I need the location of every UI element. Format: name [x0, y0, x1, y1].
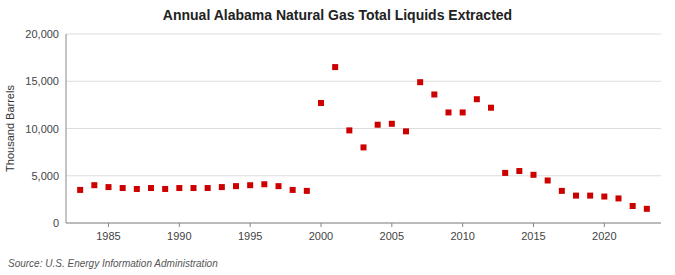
data-point [276, 183, 282, 189]
points [77, 64, 650, 212]
source-note: Source: U.S. Energy Information Administ… [8, 258, 218, 269]
x-tick-label: 1995 [238, 230, 262, 242]
data-point [162, 186, 168, 192]
data-point [474, 96, 480, 102]
x-tick-label: 2020 [592, 230, 616, 242]
data-point [332, 64, 338, 70]
data-point [77, 187, 83, 193]
data-point [134, 186, 140, 192]
x-tick [533, 223, 534, 227]
data-point [587, 193, 593, 199]
data-point [91, 182, 97, 188]
grid-line [66, 81, 661, 82]
data-point [446, 109, 452, 115]
grid-line [66, 175, 661, 176]
data-point [191, 185, 197, 191]
data-point [318, 100, 324, 106]
data-point [488, 105, 494, 111]
y-axis-label: Thousand Barrels [4, 85, 16, 172]
x-tick [321, 223, 322, 227]
x-axis-line [66, 223, 661, 224]
data-point [616, 195, 622, 201]
grid [66, 34, 661, 223]
x-tick-label: 1985 [96, 230, 120, 242]
data-point [219, 184, 225, 190]
data-point [361, 144, 367, 150]
y-tick-label: 20,000 [25, 28, 59, 40]
x-tick-label: 2010 [450, 230, 474, 242]
chart-title: Annual Alabama Natural Gas Total Liquids… [163, 7, 512, 23]
grid-line [66, 128, 661, 129]
data-point [516, 168, 522, 174]
x-tick-label: 2015 [521, 230, 545, 242]
data-point [502, 170, 508, 176]
data-point [233, 183, 239, 189]
x-tick [250, 223, 251, 227]
data-point [601, 194, 607, 200]
x-tick [391, 223, 392, 227]
x-tick-label: 2005 [380, 230, 404, 242]
data-point [403, 128, 409, 134]
grid-line [66, 34, 661, 35]
chart-svg: Annual Alabama Natural Gas Total Liquids… [0, 0, 675, 275]
data-point [630, 203, 636, 209]
data-point [531, 172, 537, 178]
x-tick-label: 2000 [309, 230, 333, 242]
y-tick-label: 5,000 [31, 170, 59, 182]
data-point [120, 185, 126, 191]
data-point [247, 182, 253, 188]
data-point [460, 109, 466, 115]
data-point [389, 121, 395, 127]
data-point [417, 79, 423, 85]
data-point [205, 185, 211, 191]
x-tick-label: 1990 [167, 230, 191, 242]
y-tick-label: 10,000 [25, 123, 59, 135]
data-point [176, 185, 182, 191]
data-point [644, 206, 650, 212]
y-axis-line [66, 34, 67, 223]
data-point [261, 181, 267, 187]
x-tick [604, 223, 605, 227]
data-point [148, 185, 154, 191]
x-tick [462, 223, 463, 227]
x-tick [108, 223, 109, 227]
data-point [346, 127, 352, 133]
data-point [375, 122, 381, 128]
data-point [573, 193, 579, 199]
data-point [431, 91, 437, 97]
data-point [545, 177, 551, 183]
y-tick-label: 0 [53, 217, 59, 229]
data-point [559, 188, 565, 194]
x-tick [179, 223, 180, 227]
chart-container: Annual Alabama Natural Gas Total Liquids… [0, 0, 675, 275]
data-point [304, 188, 310, 194]
data-point [106, 184, 112, 190]
data-point [290, 187, 296, 193]
grid-line [66, 223, 661, 224]
y-tick-label: 15,000 [25, 75, 59, 87]
